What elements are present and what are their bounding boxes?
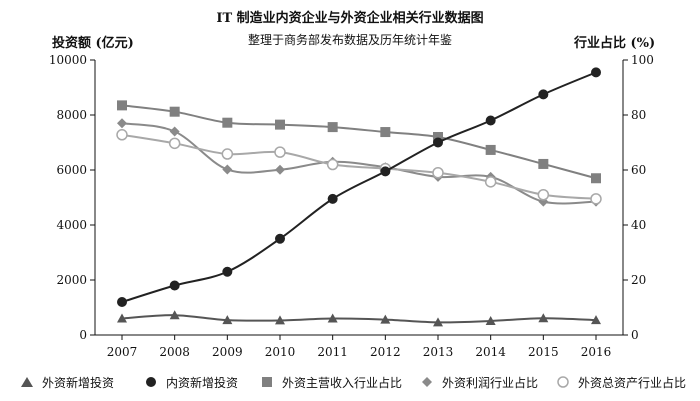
point-series-2-7: [485, 144, 496, 155]
y-right-tick-label: 20: [631, 273, 646, 287]
point-series-4-6: [432, 167, 444, 179]
point-series-1-9: [591, 67, 601, 78]
point-series-2-4: [327, 122, 338, 133]
point-series-4-9: [590, 193, 602, 205]
legend-item-2: 外资主营收入行业占比: [256, 372, 402, 392]
y-axis-right-label: 行业占比 (%): [574, 36, 656, 51]
x-tick-label: 2007: [107, 345, 138, 359]
point-series-2-5: [380, 127, 391, 138]
series-line-1: [121, 71, 597, 303]
legend-label-2: 外资主营收入行业占比: [282, 375, 403, 390]
point-series-2-6: [433, 132, 443, 142]
point-series-3-0: [117, 118, 127, 129]
y-right-tick-label: 100: [631, 53, 654, 67]
point-series-0-5: [380, 314, 391, 324]
point-series-0-0: [117, 313, 127, 323]
x-tick-label: 2015: [528, 345, 559, 359]
point-series-3-3: [275, 164, 285, 175]
x-tick-label: 2016: [581, 345, 612, 359]
legend-marker-open-circle-icon: [557, 376, 569, 388]
point-series-2-9: [591, 173, 601, 184]
series-line-2: [121, 104, 597, 180]
point-series-0-4: [327, 313, 338, 323]
legend-marker-diamond-icon: [422, 377, 432, 387]
point-series-3-1: [169, 126, 180, 137]
point-series-2-8: [538, 158, 549, 169]
legend-item-0: 外资新增投资: [16, 372, 114, 392]
x-tick-label: 2010: [265, 345, 296, 359]
point-series-4-1: [168, 137, 181, 150]
point-series-1-7: [485, 115, 496, 126]
legend-label-3: 外资利润行业占比: [442, 375, 539, 390]
x-tick-label: 2012: [370, 345, 401, 359]
x-tick-label: 2013: [423, 345, 454, 359]
legend-item-3: 外资利润行业占比: [416, 372, 538, 392]
legend-marker-triangle-icon: [21, 377, 33, 387]
y-left-tick-label: 4000: [56, 218, 87, 232]
point-series-4-3: [274, 146, 286, 158]
point-series-1-2: [222, 266, 233, 277]
y-right-tick-label: 0: [631, 328, 639, 342]
point-series-4-2: [221, 148, 234, 160]
point-series-0-9: [591, 315, 601, 325]
x-tick-label: 2011: [317, 345, 348, 359]
point-series-0-3: [275, 315, 285, 325]
legend-marker-square-icon: [262, 377, 272, 387]
point-series-4-8: [537, 189, 550, 201]
point-series-1-1: [169, 280, 180, 291]
point-series-1-8: [538, 89, 549, 100]
y-right-tick-label: 60: [631, 163, 646, 177]
point-series-4-7: [484, 176, 497, 188]
point-series-2-1: [169, 106, 180, 117]
point-series-1-6: [433, 137, 443, 148]
series-line-4: [121, 133, 597, 200]
point-series-1-3: [275, 233, 285, 244]
series-line-0: [121, 314, 597, 324]
legend-label-4: 外资总资产行业占比: [578, 375, 687, 390]
point-series-2-0: [117, 100, 127, 111]
point-series-1-4: [327, 193, 338, 204]
y-left-tick-label: 8000: [56, 108, 87, 122]
chart-subtitle: 整理于商务部发布数据及历年统计年鉴: [247, 33, 452, 47]
point-series-2-3: [275, 119, 285, 130]
legend-marker-circle-icon: [146, 377, 156, 387]
point-series-1-0: [117, 297, 127, 307]
point-series-3-2: [222, 164, 233, 175]
point-series-1-5: [380, 166, 391, 177]
x-tick-label: 2014: [475, 345, 506, 359]
point-series-4-4: [326, 158, 339, 171]
point-series-0-2: [222, 315, 233, 325]
y-right-tick-label: 80: [631, 108, 646, 122]
y-axis-left-label: 投资额 (亿元): [52, 36, 134, 51]
x-tick-label: 2009: [212, 345, 243, 359]
legend-label-0: 外资新增投资: [42, 375, 115, 390]
chart-title: IT 制造业内资企业与外资企业相关行业数据图: [216, 11, 484, 26]
legend-label-1: 内资新增投资: [166, 375, 239, 390]
chart-legend: 外资新增投资 内资新增投资 外资主营收入行业占比 外资利润行业占比 外资总资产行…: [0, 372, 700, 394]
point-series-0-6: [433, 317, 443, 327]
point-series-0-7: [485, 315, 496, 325]
point-series-2-2: [222, 117, 233, 128]
legend-item-4: 外资总资产行业占比: [552, 372, 686, 392]
y-left-tick-label: 2000: [56, 273, 87, 287]
x-tick-label: 2008: [159, 345, 190, 359]
y-left-tick-label: 6000: [56, 163, 87, 177]
point-series-0-8: [538, 313, 549, 323]
point-series-4-0: [116, 129, 128, 141]
legend-item-1: 内资新增投资: [140, 372, 238, 392]
y-right-tick-label: 40: [631, 218, 646, 232]
y-left-tick-label: 10000: [49, 53, 87, 67]
y-left-tick-label: 0: [79, 328, 87, 342]
point-series-0-1: [169, 310, 180, 320]
